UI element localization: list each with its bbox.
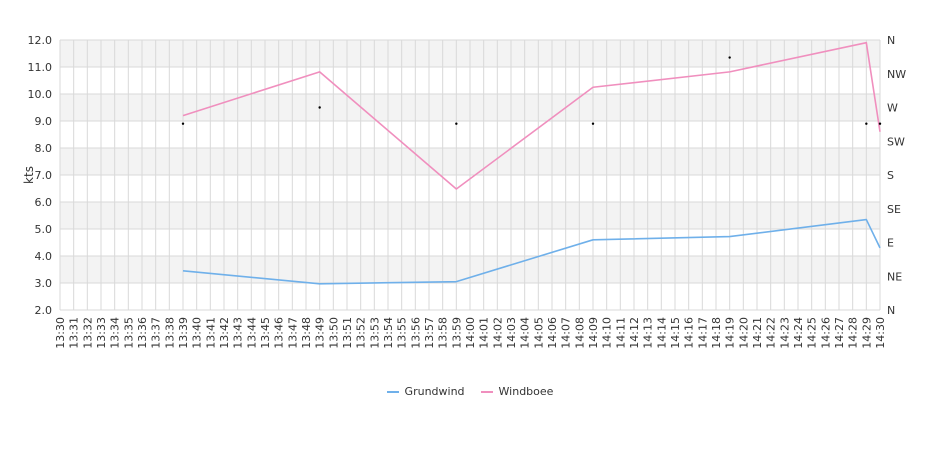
- legend-item-windboee[interactable]: Windboee: [481, 385, 554, 398]
- x-tick-label: 13:58: [437, 317, 450, 349]
- x-tick-label: 14:04: [519, 317, 532, 349]
- x-tick-label: 13:47: [286, 317, 299, 349]
- x-tick-label: 13:44: [245, 317, 258, 349]
- x-tick-label: 14:12: [628, 317, 641, 349]
- x-tick-label: 14:24: [792, 317, 805, 349]
- x-tick-label: 14:23: [778, 317, 791, 349]
- direction-axis-label: N: [887, 304, 895, 317]
- x-tick-label: 14:20: [737, 317, 750, 349]
- x-tick-label: 14:25: [806, 317, 819, 349]
- x-tick-label: 14:14: [655, 317, 668, 349]
- x-tick-label: 13:38: [163, 317, 176, 349]
- direction-marker: [879, 123, 881, 125]
- direction-axis-label: N: [887, 34, 895, 47]
- x-tick-label: 13:40: [191, 317, 204, 349]
- direction-marker: [182, 123, 184, 125]
- x-tick-label: 14:28: [847, 317, 860, 349]
- legend-item-grundwind[interactable]: Grundwind: [387, 385, 465, 398]
- legend-swatch-windboee: [481, 391, 493, 393]
- x-tick-label: 14:17: [696, 317, 709, 349]
- x-tick-label: 13:46: [273, 317, 286, 349]
- y-tick-label: 12.0: [28, 34, 53, 47]
- x-tick-label: 13:50: [327, 317, 340, 349]
- x-tick-label: 13:34: [109, 317, 122, 349]
- x-tick-label: 14:05: [532, 317, 545, 349]
- direction-axis-label: SW: [887, 135, 905, 148]
- x-tick-label: 14:18: [710, 317, 723, 349]
- x-tick-label: 14:21: [751, 317, 764, 349]
- y-tick-label: 2.0: [35, 304, 53, 317]
- direction-axis-label: S: [887, 169, 894, 182]
- legend-label-windboee: Windboee: [499, 385, 554, 398]
- x-tick-label: 14:13: [642, 317, 655, 349]
- direction-marker: [592, 123, 594, 125]
- x-tick-label: 14:07: [560, 317, 573, 349]
- x-tick-label: 13:48: [300, 317, 313, 349]
- x-tick-label: 14:06: [546, 317, 559, 349]
- direction-axis-label: SE: [887, 203, 901, 216]
- x-tick-label: 14:02: [491, 317, 504, 349]
- y-tick-label: 10.0: [28, 88, 53, 101]
- direction-axis-label: NE: [887, 270, 902, 283]
- x-tick-label: 13:42: [218, 317, 231, 349]
- direction-marker: [455, 123, 457, 125]
- direction-marker: [318, 106, 320, 108]
- x-tick-label: 13:56: [409, 317, 422, 349]
- x-tick-label: 14:08: [573, 317, 586, 349]
- x-tick-label: 13:49: [314, 317, 327, 349]
- x-tick-label: 14:19: [724, 317, 737, 349]
- direction-marker: [865, 123, 867, 125]
- x-tick-label: 14:30: [874, 317, 887, 349]
- direction-marker: [728, 56, 730, 58]
- direction-axis-label: NW: [887, 68, 906, 81]
- x-tick-label: 13:51: [341, 317, 354, 349]
- legend-label-grundwind: Grundwind: [405, 385, 465, 398]
- x-tick-label: 13:33: [95, 317, 108, 349]
- direction-axis-label: W: [887, 102, 898, 115]
- y-tick-label: 9.0: [35, 115, 53, 128]
- x-tick-label: 13:43: [232, 317, 245, 349]
- x-tick-label: 13:35: [122, 317, 135, 349]
- x-tick-label: 13:36: [136, 317, 149, 349]
- x-tick-label: 14:01: [478, 317, 491, 349]
- direction-axis-label: E: [887, 237, 894, 250]
- chart-legend: Grundwind Windboee: [0, 385, 940, 398]
- x-tick-label: 14:22: [765, 317, 778, 349]
- x-tick-label: 13:57: [423, 317, 436, 349]
- y-tick-label: 6.0: [35, 196, 53, 209]
- y-tick-label: 8.0: [35, 142, 53, 155]
- y-tick-label: 3.0: [35, 277, 53, 290]
- x-tick-label: 13:39: [177, 317, 190, 349]
- y-tick-label: 7.0: [35, 169, 53, 182]
- y-tick-label: 11.0: [28, 61, 53, 74]
- y-tick-label: 4.0: [35, 250, 53, 263]
- x-tick-label: 13:32: [81, 317, 94, 349]
- x-tick-label: 14:10: [601, 317, 614, 349]
- x-tick-label: 13:30: [54, 317, 67, 349]
- x-tick-label: 13:45: [259, 317, 272, 349]
- x-tick-label: 13:54: [382, 317, 395, 349]
- x-tick-label: 14:11: [614, 317, 627, 349]
- x-tick-label: 13:31: [68, 317, 81, 349]
- x-tick-label: 14:15: [669, 317, 682, 349]
- x-tick-label: 13:41: [204, 317, 217, 349]
- x-tick-label: 13:59: [450, 317, 463, 349]
- x-tick-label: 13:52: [355, 317, 368, 349]
- x-tick-label: 14:00: [464, 317, 477, 349]
- x-tick-label: 13:55: [396, 317, 409, 349]
- y-axis-label: kts: [22, 166, 36, 184]
- x-tick-label: 13:53: [368, 317, 381, 349]
- x-tick-label: 14:29: [860, 317, 873, 349]
- legend-swatch-grundwind: [387, 391, 399, 393]
- x-tick-label: 14:27: [833, 317, 846, 349]
- x-tick-label: 14:09: [587, 317, 600, 349]
- y-tick-label: 5.0: [35, 223, 53, 236]
- x-tick-label: 13:37: [150, 317, 163, 349]
- x-tick-label: 14:26: [819, 317, 832, 349]
- x-tick-label: 14:03: [505, 317, 518, 349]
- x-tick-label: 14:16: [683, 317, 696, 349]
